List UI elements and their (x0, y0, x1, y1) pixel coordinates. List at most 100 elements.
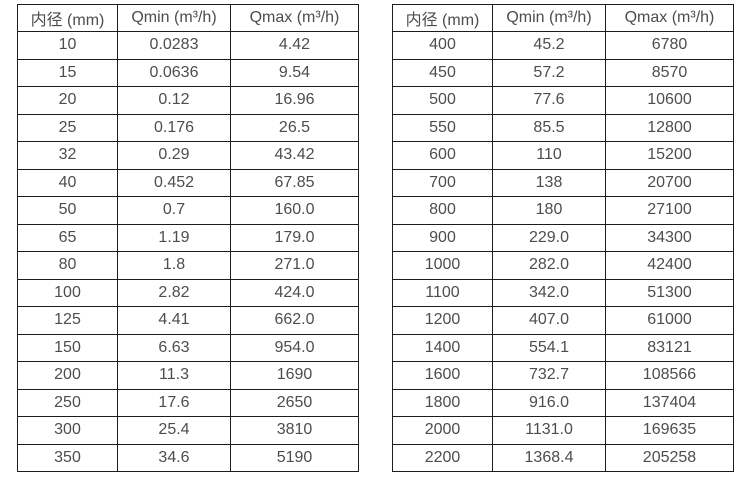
table-cell: 3810 (230, 416, 359, 445)
table-row: 1800 916.0 137404 (392, 388, 734, 417)
table-cell: 1000 (392, 251, 493, 280)
table-cell: 34.6 (117, 443, 231, 472)
table-cell: 1368.4 (492, 443, 606, 472)
table-cell: 350 (17, 443, 118, 472)
table-cell: 205258 (605, 443, 734, 472)
table-row: 800 180 27100 (392, 196, 734, 225)
table-cell: 1690 (230, 361, 359, 390)
table-cell: 900 (392, 223, 493, 252)
table-cell: 1131.0 (492, 416, 606, 445)
table-row: 2000 1131.0 169635 (392, 416, 734, 445)
table-cell: 11.3 (117, 361, 231, 390)
column-header: Qmin (m³/h) (492, 4, 606, 32)
table-cell: 80 (17, 251, 118, 280)
table-cell: 0.12 (117, 86, 231, 115)
table-cell: 26.5 (230, 113, 359, 142)
flow-rate-table-large-diameters: 内径 (mm) Qmin (m³/h) Qmax (m³/h) 400 45.2 6780… (392, 4, 734, 472)
table-cell: 51300 (605, 278, 734, 307)
table-row: 2200 1368.4 205258 (392, 443, 734, 472)
table-row: 300 25.4 3810 (17, 416, 359, 445)
table-cell: 0.0636 (117, 58, 231, 87)
table-row: 900 229.0 34300 (392, 223, 734, 252)
table-cell: 50 (17, 196, 118, 225)
table-cell: 400 (392, 31, 493, 60)
table-cell: 85.5 (492, 113, 606, 142)
table-cell: 342.0 (492, 278, 606, 307)
table-row: 350 34.6 5190 (17, 443, 359, 472)
table-row: 1400 554.1 83121 (392, 333, 734, 362)
table-cell: 300 (17, 416, 118, 445)
table-cell: 83121 (605, 333, 734, 362)
table-cell: 15200 (605, 141, 734, 170)
table-cell: 9.54 (230, 58, 359, 87)
table-row: 500 77.6 10600 (392, 86, 734, 115)
table-cell: 1800 (392, 388, 493, 417)
table-cell: 77.6 (492, 86, 606, 115)
table-cell: 138 (492, 168, 606, 197)
table-cell: 2.82 (117, 278, 231, 307)
table-row: 1000 282.0 42400 (392, 251, 734, 280)
table-cell: 662.0 (230, 306, 359, 335)
table-cell: 150 (17, 333, 118, 362)
table-cell: 1400 (392, 333, 493, 362)
table-cell: 65 (17, 223, 118, 252)
table-cell: 12800 (605, 113, 734, 142)
column-header: Qmax (m³/h) (230, 4, 359, 32)
table-cell: 10 (17, 31, 118, 60)
table-cell: 34300 (605, 223, 734, 252)
table-cell: 5190 (230, 443, 359, 472)
column-header: Qmax (m³/h) (605, 4, 734, 32)
tables-container: 内径 (mm) Qmin (m³/h) Qmax (m³/h) 10 0.0283 4.4… (17, 4, 734, 472)
table-cell: 8570 (605, 58, 734, 87)
table-cell: 0.29 (117, 141, 231, 170)
table-cell: 110 (492, 141, 606, 170)
table-cell: 700 (392, 168, 493, 197)
table-cell: 954.0 (230, 333, 359, 362)
table-cell: 0.176 (117, 113, 231, 142)
table-row: 65 1.19 179.0 (17, 223, 359, 252)
table-cell: 1.8 (117, 251, 231, 280)
table-cell: 1.19 (117, 223, 231, 252)
table-cell: 2650 (230, 388, 359, 417)
table-row: 600 110 15200 (392, 141, 734, 170)
table-cell: 20 (17, 86, 118, 115)
table-cell: 2000 (392, 416, 493, 445)
column-header: 内径 (mm) (17, 4, 118, 32)
table-cell: 67.85 (230, 168, 359, 197)
header-row: 内径 (mm) Qmin (m³/h) Qmax (m³/h) (392, 4, 734, 32)
table-cell: 732.7 (492, 361, 606, 390)
flow-rate-table-small-diameters: 内径 (mm) Qmin (m³/h) Qmax (m³/h) 10 0.0283 4.4… (17, 4, 359, 472)
table-row: 80 1.8 271.0 (17, 251, 359, 280)
table-cell: 45.2 (492, 31, 606, 60)
table-cell: 180 (492, 196, 606, 225)
table-cell: 10600 (605, 86, 734, 115)
table-cell: 282.0 (492, 251, 606, 280)
table-cell: 0.452 (117, 168, 231, 197)
table-row: 50 0.7 160.0 (17, 196, 359, 225)
table-cell: 20700 (605, 168, 734, 197)
table-cell: 550 (392, 113, 493, 142)
table-row: 200 11.3 1690 (17, 361, 359, 390)
table-cell: 25 (17, 113, 118, 142)
table-cell: 1200 (392, 306, 493, 335)
table-cell: 15 (17, 58, 118, 87)
table-cell: 160.0 (230, 196, 359, 225)
table-cell: 1100 (392, 278, 493, 307)
table-row: 1200 407.0 61000 (392, 306, 734, 335)
table-cell: 800 (392, 196, 493, 225)
header-row: 内径 (mm) Qmin (m³/h) Qmax (m³/h) (17, 4, 359, 32)
table-cell: 61000 (605, 306, 734, 335)
table-row: 40 0.452 67.85 (17, 168, 359, 197)
table-cell: 424.0 (230, 278, 359, 307)
table-cell: 169635 (605, 416, 734, 445)
table-cell: 1600 (392, 361, 493, 390)
table-row: 15 0.0636 9.54 (17, 58, 359, 87)
table-cell: 57.2 (492, 58, 606, 87)
table-cell: 600 (392, 141, 493, 170)
table-cell: 43.42 (230, 141, 359, 170)
table-row: 20 0.12 16.96 (17, 86, 359, 115)
table-cell: 229.0 (492, 223, 606, 252)
table-cell: 108566 (605, 361, 734, 390)
table-cell: 17.6 (117, 388, 231, 417)
table-row: 250 17.6 2650 (17, 388, 359, 417)
